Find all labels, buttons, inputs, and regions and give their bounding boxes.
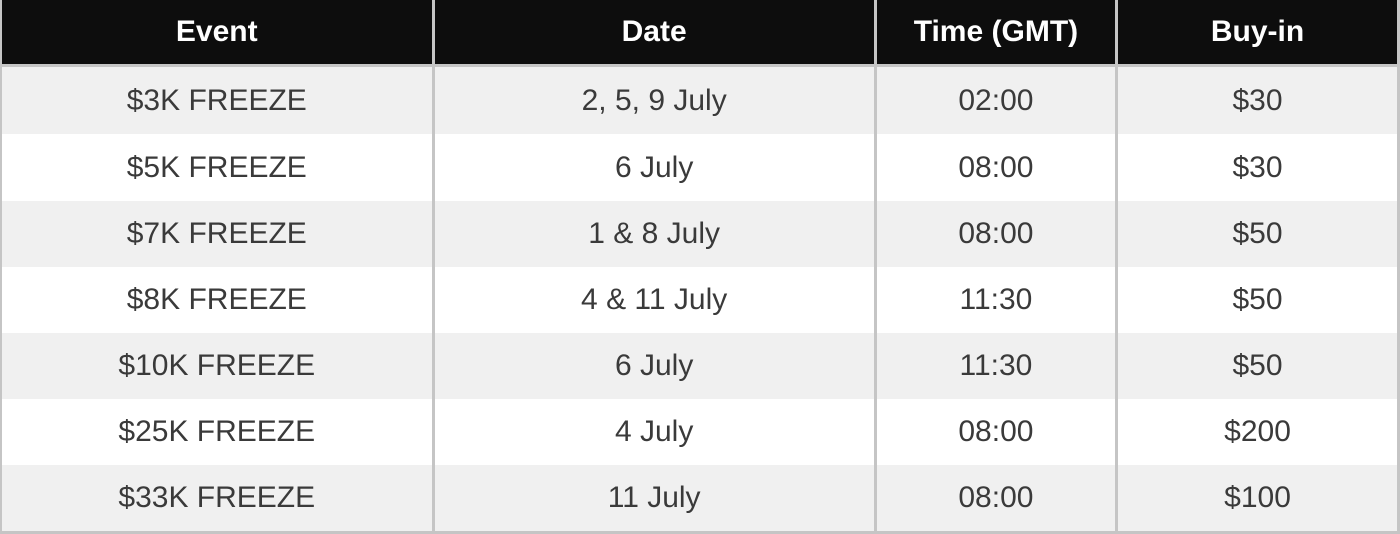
cell-time: 08:00 (873, 134, 1117, 201)
cell-buyin: $50 (1115, 200, 1397, 267)
cell-time: 08:00 (873, 200, 1117, 267)
table-row: $8K FREEZE 4 & 11 July 11:30 $50 (2, 266, 1397, 333)
table-row: $7K FREEZE 1 & 8 July 08:00 $50 (2, 200, 1397, 267)
table-row: $33K FREEZE 11 July 08:00 $100 (2, 464, 1397, 531)
cell-event: $5K FREEZE (126, 150, 307, 184)
cell-buyin: $50 (1115, 266, 1397, 333)
cell-time: 08:00 (873, 464, 1117, 531)
cell-date: 4 & 11 July (431, 266, 876, 333)
cell-buyin: $100 (1115, 464, 1397, 531)
table-row: $10K FREEZE 6 July 11:30 $50 (2, 332, 1397, 399)
cell-buyin: $30 (1115, 65, 1397, 135)
cell-event: $8K FREEZE (126, 282, 307, 316)
header-row: Event Date Time (GMT) Buy-in (2, 0, 1397, 67)
column-header-time: Time (GMT) (873, 0, 1117, 67)
cell-buyin: $50 (1115, 332, 1397, 399)
cell-event: $33K FREEZE (118, 480, 316, 514)
cell-event: $7K FREEZE (126, 216, 307, 250)
table-row: $5K FREEZE 6 July 08:00 $30 (2, 134, 1397, 201)
cell-date: 4 July (431, 398, 876, 465)
table-row: $25K FREEZE 4 July 08:00 $200 (2, 398, 1397, 465)
column-header-event: Event (2, 0, 434, 67)
column-header-buyin: Buy-in (1115, 0, 1397, 67)
cell-buyin: $30 (1115, 134, 1397, 201)
cell-date: 2, 5, 9 July (431, 65, 876, 135)
cell-date: 1 & 8 July (431, 200, 876, 267)
cell-buyin: $200 (1115, 398, 1397, 465)
cell-time: 11:30 (873, 332, 1117, 399)
cell-time: 08:00 (873, 398, 1117, 465)
cell-time: 11:30 (873, 266, 1117, 333)
column-header-date: Date (431, 0, 876, 67)
cell-date: 11 July (431, 464, 876, 531)
cell-date: 6 July (431, 134, 876, 201)
cell-event: $3K FREEZE (126, 83, 307, 117)
table-row: $3K FREEZE 2, 5, 9 July 02:00 $30 (2, 65, 1397, 135)
cell-time: 02:00 (873, 65, 1117, 135)
cell-event: $25K FREEZE (118, 414, 316, 448)
cell-event: $10K FREEZE (118, 348, 316, 382)
cell-date: 6 July (431, 332, 876, 399)
